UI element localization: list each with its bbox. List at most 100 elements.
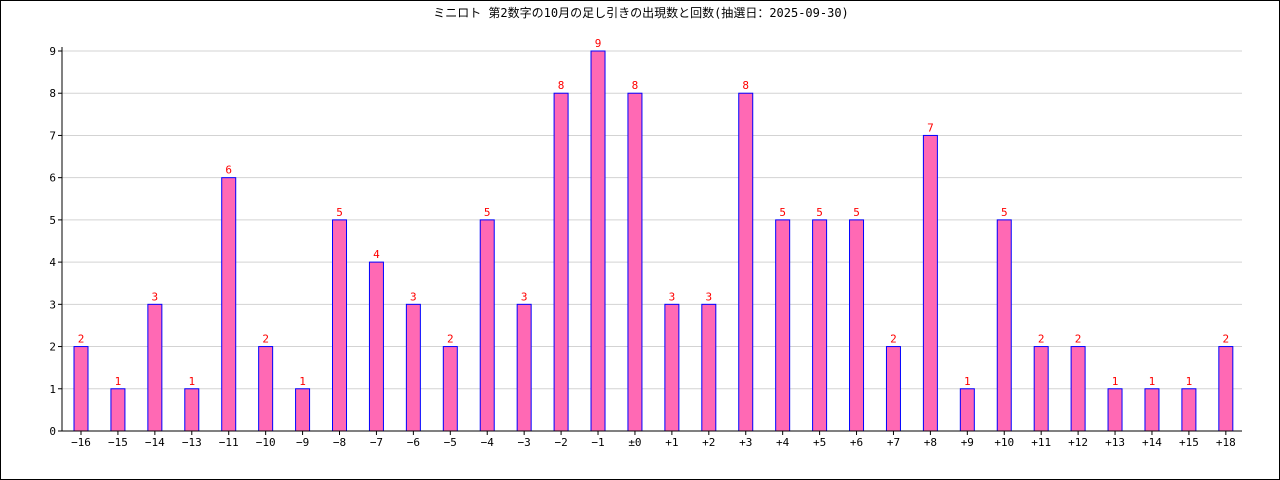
bar [553,92,569,432]
bar [368,261,384,432]
bar [516,303,532,432]
data-label: 1 [188,375,195,388]
bar [258,346,274,432]
x-tick-label: +4 [776,436,790,449]
data-label: 5 [853,206,860,219]
x-tick-label: −8 [333,436,346,449]
bar [1107,388,1123,432]
x-tick-label: −7 [370,436,383,449]
data-label: 2 [1223,333,1230,346]
data-label: 2 [1038,333,1045,346]
grid-lines [62,50,1242,390]
bar [1181,388,1197,432]
x-tick-label: +1 [665,436,678,449]
x-tick-label: +6 [850,436,863,449]
x-tick-label: −3 [518,436,531,449]
x-tick-label: −10 [256,436,276,449]
y-tick-label: 9 [49,45,56,58]
data-label: 2 [447,333,454,346]
data-label: 1 [115,375,122,388]
x-tick-label: −2 [554,436,567,449]
x-tick-label: +13 [1105,436,1125,449]
bar [885,346,901,432]
data-label: 5 [336,206,343,219]
bar [1070,346,1086,432]
y-tick-label: 4 [49,256,56,269]
bar [1144,388,1160,432]
x-tick-label: +18 [1216,436,1236,449]
data-label: 8 [742,79,749,92]
data-label: 3 [669,290,676,303]
bar [221,177,237,432]
x-tick-label: +11 [1031,436,1051,449]
data-label: 1 [1112,375,1119,388]
x-tick-label: −14 [145,436,165,449]
data-label: 5 [484,206,491,219]
bar [959,388,975,432]
x-tick-label: +15 [1179,436,1199,449]
x-tick-label: +12 [1068,436,1088,449]
bar [479,219,495,432]
data-label: 4 [373,248,380,261]
bar [738,92,754,432]
data-label: 3 [521,290,528,303]
x-tick-label: −1 [591,436,604,449]
y-tick-label: 8 [49,87,56,100]
bar [922,134,938,432]
data-label: 2 [78,333,85,346]
y-tick-label: 3 [49,298,56,311]
data-label: 5 [816,206,823,219]
bar [110,388,126,432]
data-label: 2 [1075,333,1082,346]
data-label: 8 [632,79,639,92]
data-label: 5 [1001,206,1008,219]
x-tick-label: −5 [444,436,457,449]
axes [58,47,1242,435]
data-label: 3 [410,290,417,303]
y-tick-label: 6 [49,172,56,185]
data-label: 1 [964,375,971,388]
x-tick-label: +8 [924,436,937,449]
y-tick-label: 2 [49,341,56,354]
x-tick-label: −16 [71,436,91,449]
bars [73,50,1234,432]
data-label: 1 [299,375,306,388]
data-label: 3 [705,290,712,303]
bar [812,219,828,432]
y-tick-label: 7 [49,129,56,142]
x-tick-label: +10 [994,436,1014,449]
x-tick-label: −11 [219,436,239,449]
bar [1033,346,1049,432]
bar [775,219,791,432]
y-tick-label: 5 [49,214,56,227]
data-label: 1 [1149,375,1156,388]
x-tick-label: −9 [296,436,309,449]
x-tick-label: +2 [702,436,715,449]
bar [184,388,200,432]
bar [627,92,643,432]
x-tick-label: +5 [813,436,826,449]
chart-title: ミニロト 第2数字の10月の足し引きの出現数と回数(抽選日：2025-09-30… [433,6,849,20]
data-label: 8 [558,79,565,92]
x-tick-label: −15 [108,436,128,449]
bar [73,346,89,432]
x-tick-label: +3 [739,436,752,449]
data-label: 2 [890,333,897,346]
data-label: 1 [1186,375,1193,388]
bar [332,219,348,432]
bar [701,303,717,432]
bar [1218,346,1234,432]
bar [295,388,311,432]
data-label: 2 [262,333,269,346]
bar [147,303,163,432]
bar [849,219,865,432]
bar [996,219,1012,432]
bar [664,303,680,432]
data-label: 9 [595,37,602,50]
data-label: 7 [927,121,934,134]
x-tick-label: +14 [1142,436,1162,449]
x-tick-label: −4 [481,436,495,449]
bar [590,50,606,432]
